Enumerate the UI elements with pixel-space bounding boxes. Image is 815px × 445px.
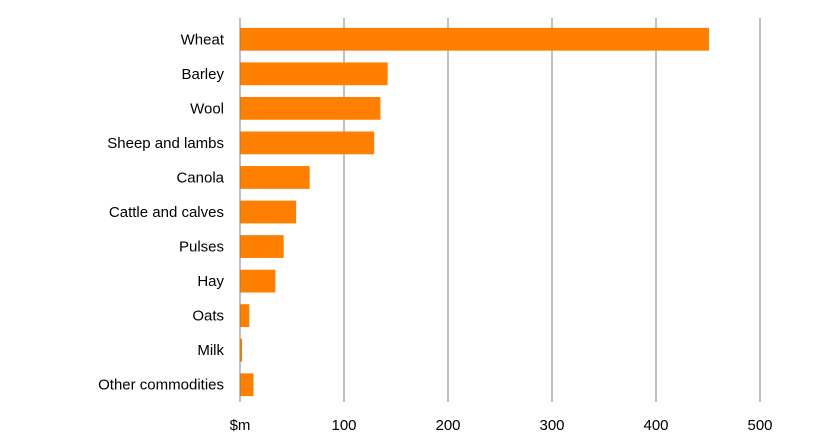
bar-barley: [240, 62, 388, 86]
bar-canola: [240, 166, 310, 189]
bar-pulses: [240, 235, 284, 258]
category-label: Sheep and lambs: [107, 135, 224, 152]
x-tick-label: 500: [747, 417, 772, 434]
gridlines: [343, 18, 761, 402]
bar-hay: [240, 269, 276, 293]
category-label: Hay: [197, 273, 224, 290]
bar-milk: [240, 338, 243, 362]
category-label: Other commodities: [98, 377, 224, 394]
category-label: Canola: [176, 169, 224, 186]
bars: [240, 27, 710, 397]
category-label: Barley: [181, 66, 224, 83]
bar-cattle-and-calves: [240, 200, 297, 224]
x-tick-label: 200: [435, 417, 460, 434]
category-labels: Wheat Barley Wool Sheep and lambs Canola Catt…: [98, 31, 225, 393]
x-tick-labels: $m 100 200 300 400 500: [230, 417, 773, 434]
category-label: Wool: [190, 100, 224, 117]
x-tick-label: 100: [331, 417, 356, 434]
bar-wheat: [240, 27, 710, 51]
category-label: Milk: [197, 342, 224, 359]
category-label: Cattle and calves: [109, 204, 224, 221]
bar-sheep-and-lambs: [240, 131, 375, 155]
bar-wool: [240, 96, 381, 120]
x-tick-label: $m: [230, 417, 251, 434]
category-label: Oats: [192, 308, 224, 325]
category-label: Wheat: [181, 31, 225, 48]
category-label: Pulses: [179, 239, 224, 256]
bar-oats: [240, 304, 250, 328]
bar-other-commodities: [240, 373, 254, 397]
x-tick-label: 300: [539, 417, 564, 434]
x-tick-label: 400: [643, 417, 668, 434]
